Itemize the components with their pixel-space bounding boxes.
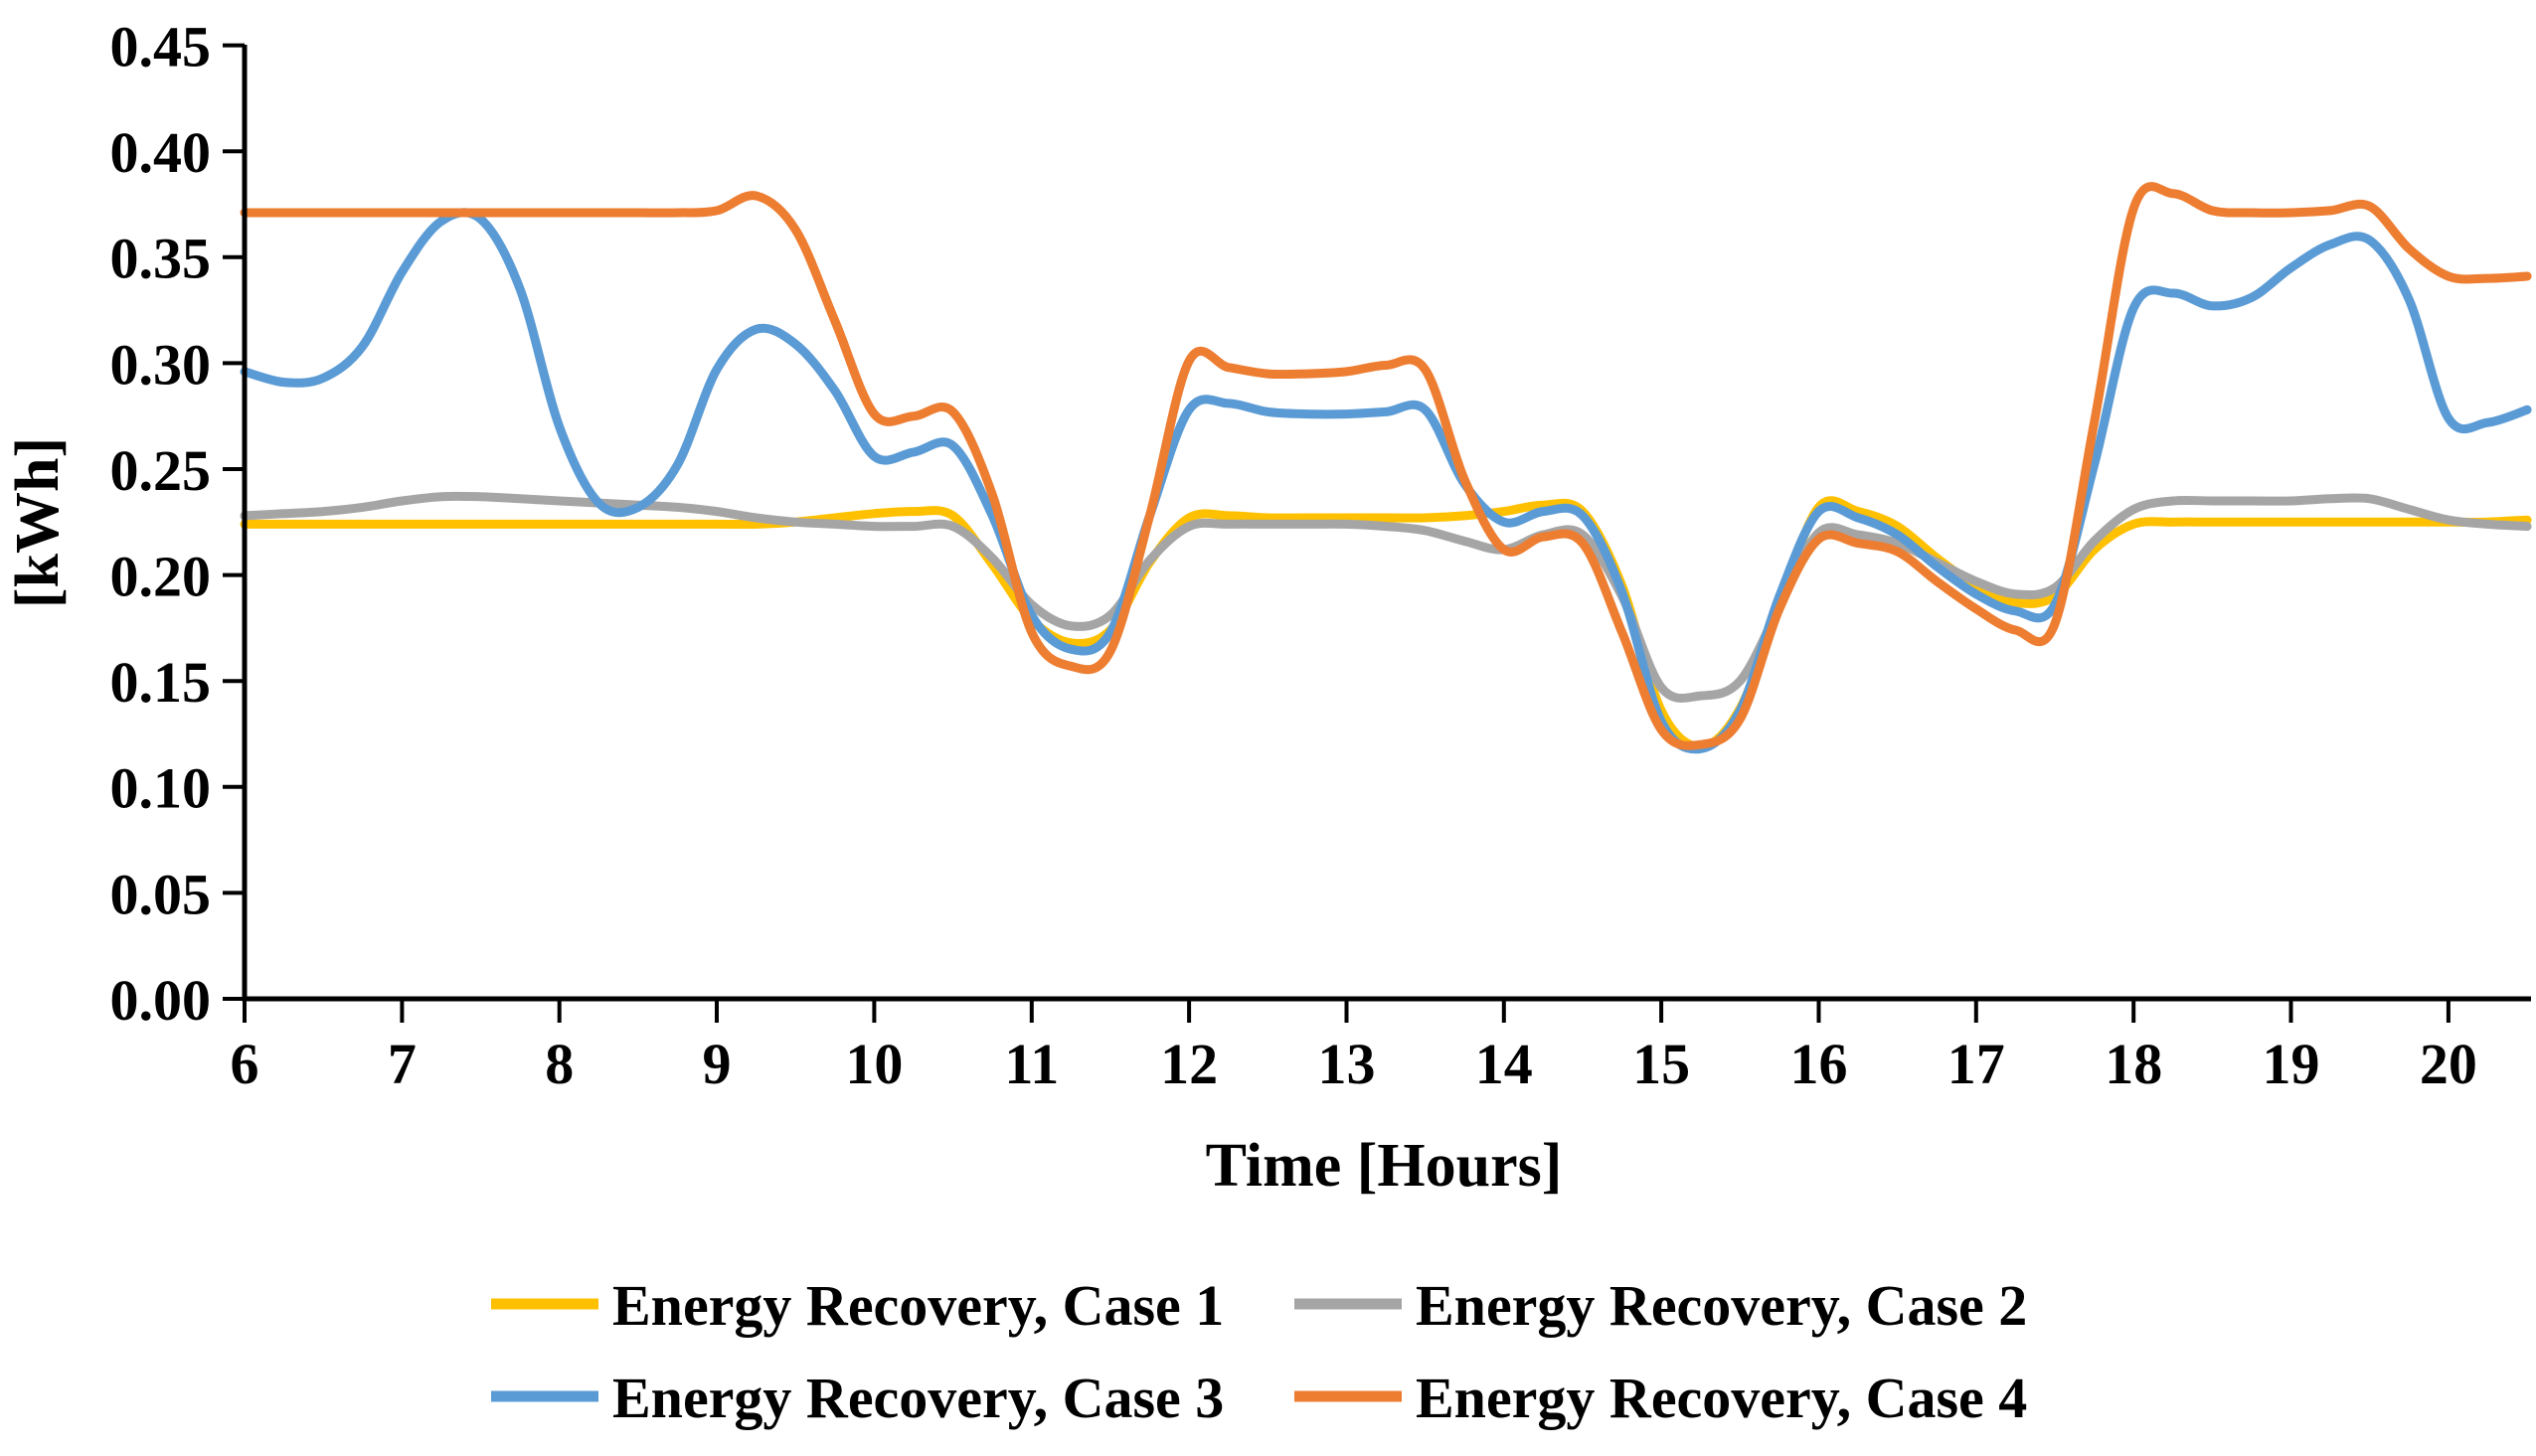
y-tick-label: 0.40 (110, 120, 212, 185)
x-tick-label: 10 (845, 1032, 903, 1096)
y-tick-label: 0.20 (110, 544, 212, 608)
y-tick-label: 0.25 (110, 438, 212, 503)
x-tick-label: 12 (1160, 1032, 1218, 1096)
legend-label-case-1: Energy Recovery, Case 1 (612, 1273, 1224, 1338)
legend: Energy Recovery, Case 1 Energy Recovery,… (491, 1273, 2027, 1430)
x-tick-label: 18 (2105, 1032, 2162, 1096)
x-tick-label: 14 (1475, 1032, 1533, 1096)
x-tick-label: 19 (2263, 1032, 2320, 1096)
legend-label-case-2: Energy Recovery, Case 2 (1416, 1273, 2027, 1338)
y-axis-title: [kWh] (4, 437, 72, 608)
y-tick-label: 0.30 (110, 332, 212, 397)
x-tick-label: 11 (1004, 1032, 1059, 1096)
x-axis-title: Time [Hours] (1206, 1132, 1563, 1200)
legend-label-case-3: Energy Recovery, Case 3 (612, 1366, 1224, 1430)
y-tick-label: 0.35 (110, 227, 212, 291)
series-line-case-4 (240, 182, 2532, 750)
x-tick-label: 7 (388, 1032, 417, 1096)
y-tick-label: 0.10 (110, 756, 212, 821)
x-tick-label: 6 (231, 1032, 259, 1096)
plot-series (240, 182, 2532, 754)
y-tick-label: 0.05 (110, 862, 212, 926)
x-tick-label: 20 (2420, 1032, 2477, 1096)
x-tick-label: 13 (1318, 1032, 1376, 1096)
y-tick-label: 0.45 (110, 14, 212, 79)
series-line-case-1 (240, 496, 2532, 751)
series-line-case-3 (240, 208, 2532, 754)
y-tick-label: 0.00 (110, 968, 212, 1033)
y-axis-ticks: 0.00 0.05 0.10 0.15 0.20 0.25 0.30 0.35 0.40 0.45 (110, 14, 245, 1033)
y-tick-label: 0.15 (110, 650, 212, 715)
x-tick-label: 9 (703, 1032, 732, 1096)
x-tick-label: 16 (1790, 1032, 1848, 1096)
x-axis-ticks: 6 7 8 9 10 11 12 13 14 15 16 17 18 19 20 (231, 999, 2477, 1096)
x-tick-label: 17 (1947, 1032, 2005, 1096)
x-tick-label: 15 (1632, 1032, 1690, 1096)
legend-label-case-4: Energy Recovery, Case 4 (1416, 1366, 2027, 1430)
x-tick-label: 8 (545, 1032, 574, 1096)
